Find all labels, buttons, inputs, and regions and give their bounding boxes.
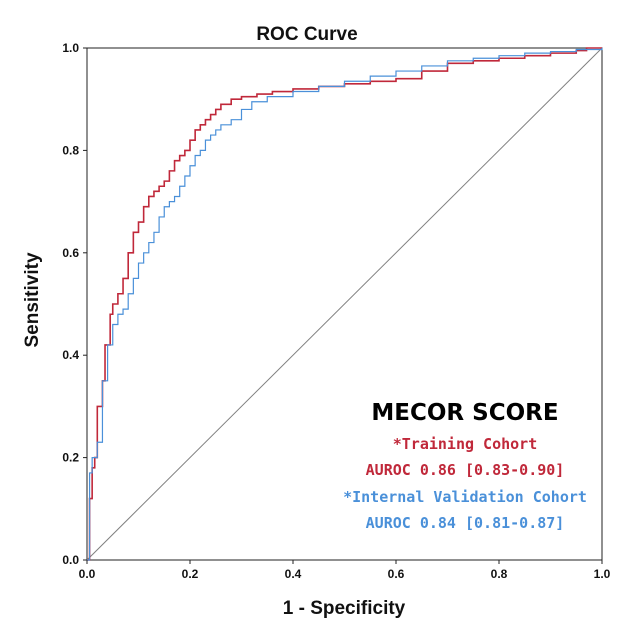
x-tick-label: 0.6 [388, 567, 405, 581]
reference-line [86, 47, 603, 561]
x-tick-label: 0.2 [182, 567, 199, 581]
y-tick-label: 0.4 [62, 348, 79, 362]
legend-annotation: MECOR SCORE *Training Cohort AUROC 0.86 … [343, 400, 587, 532]
y-tick-label: 0.2 [62, 451, 79, 465]
y-tick-label: 0.6 [62, 246, 79, 260]
y-axis-label: Sensitivity [22, 252, 43, 347]
axis-ticks: 0.0 0.2 0.4 0.6 0.8 1.0 0.0 0.2 0.4 0.6 0.8 1.0 [62, 41, 610, 581]
x-axis-label: 1 - Specificity [283, 598, 406, 619]
training-cohort-label: *Training Cohort [393, 435, 538, 453]
validation-auroc: AUROC 0.84 [0.81-0.87] [366, 514, 565, 532]
x-tick-label: 0.8 [491, 567, 508, 581]
reference-diagonal [86, 47, 603, 561]
validation-cohort-label: *Internal Validation Cohort [343, 488, 587, 506]
x-tick-label: 1.0 [594, 567, 611, 581]
training-auroc: AUROC 0.86 [0.83-0.90] [366, 461, 565, 479]
y-tick-label: 1.0 [62, 41, 79, 55]
x-tick-label: 0.4 [285, 567, 302, 581]
x-tick-label: 0.0 [79, 567, 96, 581]
y-tick-label: 0.0 [62, 553, 79, 567]
annotation-heading: MECOR SCORE [371, 400, 558, 426]
y-tick-label: 0.8 [62, 143, 79, 157]
training-roc-line [87, 47, 602, 561]
validation-roc-line [87, 48, 603, 561]
roc-series [87, 47, 603, 561]
chart-title: ROC Curve [256, 24, 357, 45]
